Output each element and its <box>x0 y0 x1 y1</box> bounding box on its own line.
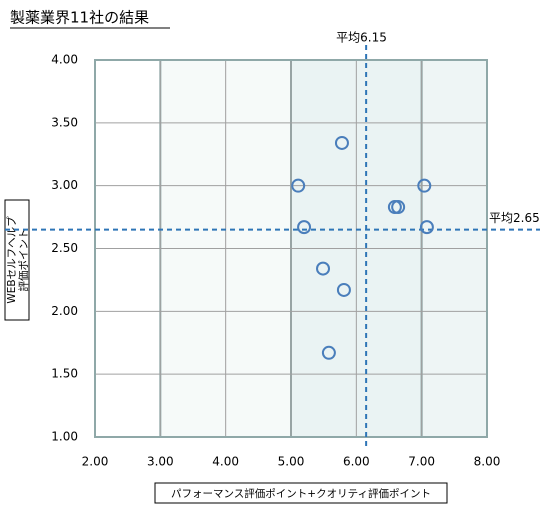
plot-border <box>94 59 488 438</box>
y-tick-label: 3.50 <box>51 115 78 129</box>
x-label-box <box>154 482 448 504</box>
point <box>334 135 349 150</box>
x-axis-label: パフォーマンス評価ポイント+クオリティ評価ポイント <box>171 487 431 500</box>
y-tick-label: 2.50 <box>51 241 78 255</box>
chart-title: 製薬業界11社の結果 <box>10 9 149 27</box>
y-axis-label: WEBセルフヘルプ 評価ポイント <box>6 216 30 304</box>
x-tick-label: 8.00 <box>474 455 501 469</box>
x-tick-label: 4.00 <box>212 455 239 469</box>
point <box>391 200 406 215</box>
x-tick-label: 6.00 <box>343 455 370 469</box>
y-label-box <box>4 199 30 321</box>
point <box>336 282 351 297</box>
x-tick-label: 5.00 <box>278 455 305 469</box>
point <box>321 345 336 360</box>
y-axis-label-line: WEBセルフヘルプ <box>6 216 18 304</box>
y-tick-label: 4.00 <box>51 53 78 67</box>
y-tick-label: 3.00 <box>51 178 78 192</box>
y-axis-label-line: 評価ポイント <box>17 229 30 292</box>
point <box>291 178 306 193</box>
point <box>316 261 331 276</box>
x-tick-label: 7.00 <box>408 455 435 469</box>
point <box>297 220 312 235</box>
reference-label: 平均2.65 <box>489 211 540 225</box>
y-tick-label: 1.50 <box>51 367 78 381</box>
y-tick-label: 2.00 <box>51 304 78 318</box>
y-tick-label: 1.00 <box>51 430 78 444</box>
reference-label: 平均6.15 <box>336 31 387 45</box>
x-tick-label: 2.00 <box>82 455 109 469</box>
x-tick-label: 3.00 <box>147 455 174 469</box>
point <box>419 220 434 235</box>
point <box>417 178 432 193</box>
